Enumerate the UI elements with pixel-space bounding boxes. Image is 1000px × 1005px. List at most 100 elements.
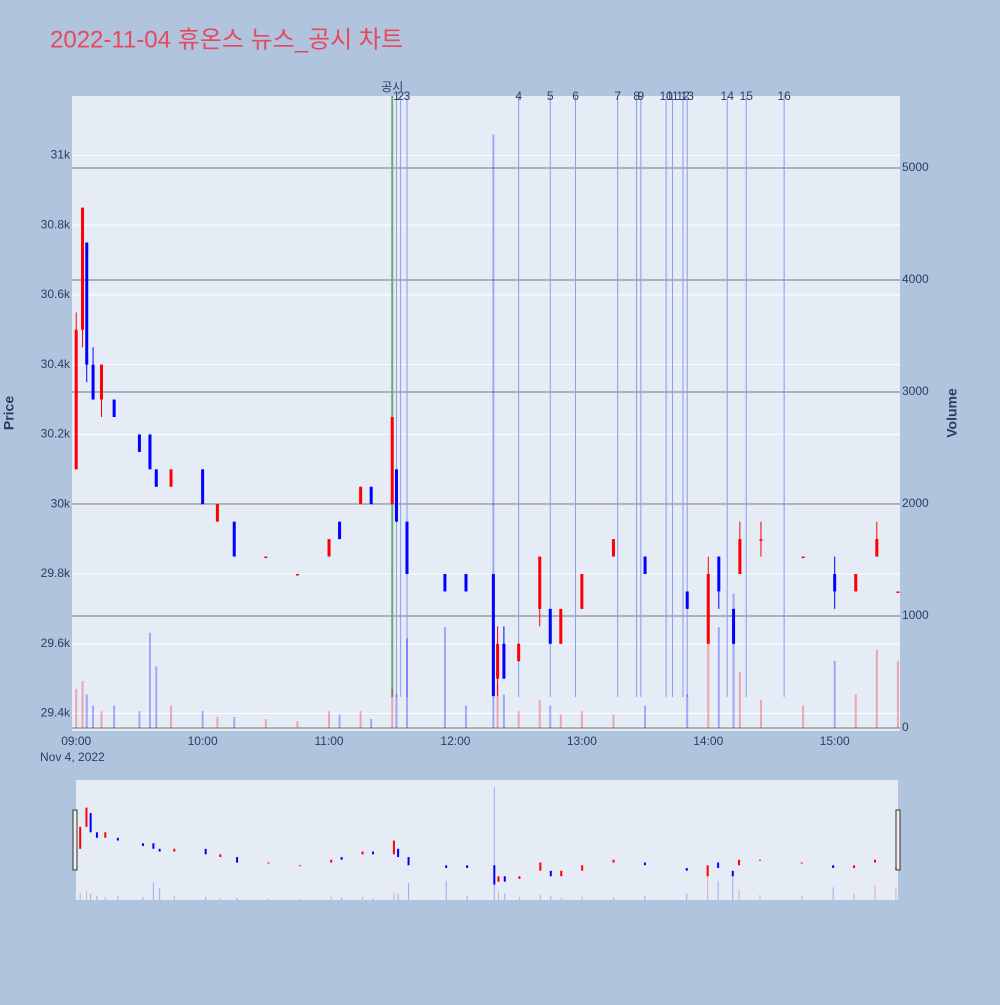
volume-bar bbox=[580, 711, 583, 728]
volume-bar bbox=[216, 716, 219, 728]
y-tick-label: 30.4k bbox=[41, 357, 71, 371]
mini-candle bbox=[894, 868, 897, 870]
mini-candle bbox=[79, 826, 82, 849]
x-tick-label: 09:00 bbox=[61, 734, 91, 748]
volume-bar bbox=[896, 660, 899, 728]
mini-candle bbox=[800, 862, 803, 864]
disclosure-number: 1 bbox=[393, 89, 400, 103]
x-tick-label: 13:00 bbox=[567, 734, 597, 748]
mini-candle bbox=[731, 870, 734, 877]
y-tick-label: 30k bbox=[51, 496, 71, 510]
mini-candle bbox=[340, 857, 343, 860]
candle-body bbox=[169, 469, 173, 487]
volume-bar bbox=[759, 699, 762, 728]
volume-bar bbox=[802, 705, 805, 728]
y-tick-label: 31k bbox=[51, 147, 71, 161]
mini-volume bbox=[299, 898, 301, 900]
x-tick-label: 10:00 bbox=[188, 734, 218, 748]
mini-volume bbox=[717, 880, 719, 900]
volume-bar bbox=[492, 134, 495, 728]
candle-body bbox=[112, 399, 116, 417]
mini-candle bbox=[89, 813, 92, 833]
mini-volume bbox=[895, 887, 897, 900]
volume-bar bbox=[391, 688, 394, 728]
mini-candle bbox=[152, 843, 155, 849]
volume-bar bbox=[359, 711, 362, 728]
mini-candle bbox=[173, 848, 176, 852]
chart-title: 2022-11-04 휴온스 뉴스_공시 차트 bbox=[50, 26, 403, 53]
mini-volume bbox=[581, 896, 583, 900]
candle-body bbox=[854, 573, 858, 592]
mini-volume bbox=[152, 881, 154, 900]
mini-volume bbox=[408, 882, 410, 900]
disclosure-number: 16 bbox=[777, 89, 791, 103]
volume-bar bbox=[201, 711, 204, 728]
candle-body bbox=[148, 434, 152, 470]
mini-volume bbox=[96, 895, 98, 900]
mini-candle bbox=[706, 865, 709, 877]
mini-volume bbox=[267, 898, 269, 900]
y2-tick-label: 3000 bbox=[902, 384, 929, 398]
candle-body bbox=[580, 573, 584, 609]
mini-volume bbox=[205, 896, 207, 900]
mini-volume bbox=[707, 872, 709, 900]
volume-bar bbox=[85, 694, 88, 728]
y-tick-label: 29.6k bbox=[41, 636, 71, 650]
mini-candle bbox=[372, 851, 375, 855]
disclosure-number: 5 bbox=[547, 89, 554, 103]
disclosure-number: 10 bbox=[659, 89, 673, 103]
disclosure-number: 15 bbox=[740, 89, 754, 103]
mini-candle bbox=[873, 859, 876, 863]
mini-candle bbox=[267, 862, 270, 864]
volume-bar bbox=[707, 582, 710, 728]
mini-volume bbox=[550, 895, 552, 900]
mini-volume bbox=[219, 897, 221, 900]
mini-volume bbox=[159, 888, 161, 900]
volume-bar bbox=[170, 705, 173, 728]
candle-body bbox=[295, 573, 299, 576]
volume-bar bbox=[464, 705, 467, 728]
mini-volume bbox=[362, 896, 364, 900]
mini-volume bbox=[85, 891, 87, 900]
volume-bar bbox=[644, 705, 647, 728]
y-tick-label: 30.2k bbox=[41, 427, 71, 441]
mini-volume bbox=[173, 895, 175, 900]
mini-candle bbox=[643, 862, 646, 866]
candle-body bbox=[99, 364, 103, 400]
slider-handle[interactable] bbox=[72, 809, 78, 871]
mini-candle bbox=[298, 865, 301, 867]
mini-volume bbox=[613, 897, 615, 900]
plot-area bbox=[72, 96, 900, 731]
mini-candle bbox=[560, 870, 563, 877]
mini-candle bbox=[204, 848, 207, 855]
x-subtitle: Nov 4, 2022 bbox=[40, 750, 105, 764]
mini-volume bbox=[142, 896, 144, 900]
mini-volume bbox=[686, 893, 688, 900]
candle-body bbox=[643, 556, 647, 574]
volume-bar bbox=[328, 711, 331, 728]
disclosure-number: 9 bbox=[638, 89, 645, 103]
mini-volume bbox=[801, 895, 803, 900]
volume-bar bbox=[496, 683, 499, 728]
mini-volume bbox=[236, 897, 238, 900]
disclosure-number: 12 bbox=[676, 89, 690, 103]
volume-bar bbox=[559, 714, 562, 728]
slider-handle[interactable] bbox=[895, 809, 901, 871]
mini-volume bbox=[117, 895, 119, 900]
mini-candle bbox=[361, 851, 364, 855]
mini-candle bbox=[581, 865, 584, 871]
candle-body bbox=[706, 573, 710, 644]
candle-body bbox=[801, 556, 805, 559]
volume-bar bbox=[395, 694, 398, 728]
volume-bar bbox=[75, 688, 78, 728]
candle-body bbox=[491, 573, 495, 697]
mini-candle bbox=[832, 865, 835, 869]
mini-volume bbox=[104, 896, 106, 900]
y-axis-label: Price bbox=[1, 396, 17, 430]
disclosure-number: 2 bbox=[397, 89, 404, 103]
volume-bar bbox=[100, 711, 103, 728]
mini-candle bbox=[219, 854, 222, 858]
candle-body bbox=[759, 539, 763, 541]
volume-bar bbox=[854, 694, 857, 728]
mini-volume bbox=[853, 893, 855, 900]
